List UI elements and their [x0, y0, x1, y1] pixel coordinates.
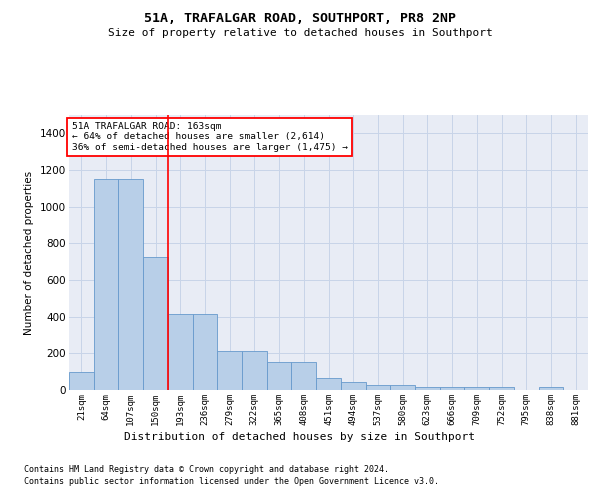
Text: Distribution of detached houses by size in Southport: Distribution of detached houses by size …: [125, 432, 476, 442]
Bar: [118, 179, 143, 390]
Y-axis label: Number of detached properties: Number of detached properties: [25, 170, 34, 334]
Bar: [415, 386, 440, 390]
Bar: [539, 386, 563, 390]
Bar: [341, 382, 365, 390]
Bar: [267, 362, 292, 390]
Bar: [292, 362, 316, 390]
Text: 51A TRAFALGAR ROAD: 163sqm
← 64% of detached houses are smaller (2,614)
36% of s: 51A TRAFALGAR ROAD: 163sqm ← 64% of deta…: [71, 122, 347, 152]
Bar: [316, 378, 341, 390]
Bar: [69, 372, 94, 390]
Text: 51A, TRAFALGAR ROAD, SOUTHPORT, PR8 2NP: 51A, TRAFALGAR ROAD, SOUTHPORT, PR8 2NP: [144, 12, 456, 26]
Text: Contains HM Land Registry data © Crown copyright and database right 2024.: Contains HM Land Registry data © Crown c…: [24, 466, 389, 474]
Bar: [489, 386, 514, 390]
Bar: [390, 385, 415, 390]
Bar: [193, 314, 217, 390]
Bar: [217, 350, 242, 390]
Bar: [168, 314, 193, 390]
Bar: [143, 257, 168, 390]
Bar: [242, 350, 267, 390]
Text: Size of property relative to detached houses in Southport: Size of property relative to detached ho…: [107, 28, 493, 38]
Bar: [94, 179, 118, 390]
Bar: [365, 385, 390, 390]
Text: Contains public sector information licensed under the Open Government Licence v3: Contains public sector information licen…: [24, 477, 439, 486]
Bar: [464, 386, 489, 390]
Bar: [440, 386, 464, 390]
